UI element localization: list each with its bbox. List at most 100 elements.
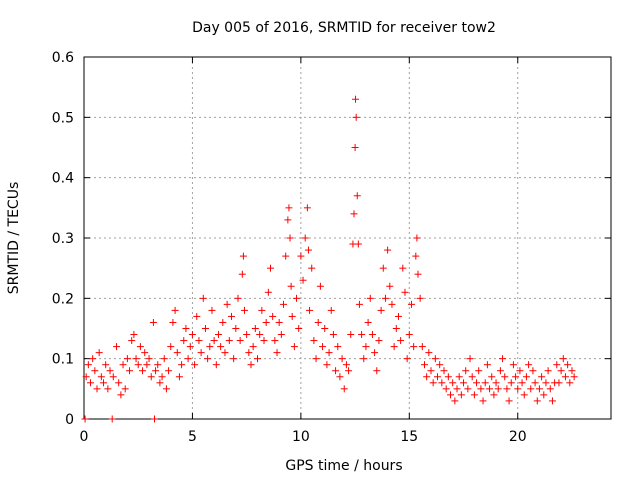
data-point: [199, 294, 207, 302]
data-point: [345, 367, 353, 375]
data-point: [310, 337, 318, 345]
data-point: [457, 391, 465, 399]
data-point: [323, 361, 331, 369]
data-point: [82, 373, 90, 381]
data-point: [392, 325, 400, 332]
data-point: [239, 252, 247, 260]
data-point: [355, 300, 363, 308]
data-point: [251, 325, 259, 332]
data-point: [121, 385, 129, 393]
data-point: [564, 361, 572, 369]
data-point: [267, 264, 275, 272]
data-point: [352, 113, 360, 121]
data-point: [149, 318, 157, 326]
data-point: [260, 337, 268, 345]
data-point: [520, 391, 528, 399]
data-point: [160, 355, 168, 363]
data-point: [496, 367, 504, 375]
data-point: [332, 367, 340, 375]
data-point: [232, 325, 240, 332]
data-point: [193, 312, 201, 320]
data-point: [304, 246, 312, 254]
data-point: [117, 391, 125, 399]
grid: [84, 57, 611, 419]
data-point: [156, 379, 164, 387]
data-point: [405, 331, 413, 339]
data-point: [410, 343, 418, 351]
data-point: [494, 385, 502, 393]
data-point: [399, 264, 407, 272]
data-point: [413, 234, 421, 242]
data-point: [87, 379, 95, 387]
data-point: [295, 325, 303, 332]
data-point: [364, 318, 372, 326]
data-point: [442, 385, 450, 393]
data-point: [186, 343, 194, 351]
data-point: [375, 337, 383, 345]
data-point: [132, 355, 140, 363]
data-point: [293, 294, 301, 302]
data-point: [449, 379, 457, 387]
data-point: [490, 391, 498, 399]
y-tick-label: 0.4: [52, 171, 74, 187]
data-point: [342, 361, 350, 369]
data-point: [401, 288, 409, 296]
data-point: [188, 331, 196, 339]
data-point: [529, 367, 537, 375]
data-point: [352, 95, 360, 103]
data-point: [334, 343, 342, 351]
data-point: [84, 361, 92, 369]
data-point: [347, 331, 355, 339]
data-point: [499, 355, 507, 363]
data-point: [423, 373, 431, 381]
data-point: [253, 355, 261, 363]
data-point: [219, 318, 227, 326]
data-point: [568, 367, 576, 375]
data-point: [479, 397, 487, 405]
data-point: [358, 331, 366, 339]
y-tick-label: 0.1: [52, 352, 74, 368]
data-point: [301, 234, 309, 242]
data-point: [100, 379, 108, 387]
data-point: [204, 355, 212, 363]
data-point: [431, 355, 439, 363]
data-point: [371, 349, 379, 357]
data-point: [427, 367, 435, 375]
data-point: [288, 312, 296, 320]
data-point: [225, 337, 233, 345]
x-tick-label: 5: [188, 429, 197, 445]
data-point: [462, 367, 470, 375]
data-point: [195, 337, 203, 345]
data-point: [455, 373, 463, 381]
data-point: [486, 385, 494, 393]
data-point: [368, 331, 376, 339]
data-point: [407, 300, 415, 308]
data-point: [366, 294, 374, 302]
data-point: [336, 373, 344, 381]
data-point: [373, 367, 381, 375]
data-points: [81, 95, 578, 423]
data-point: [223, 300, 231, 308]
data-point: [115, 379, 123, 387]
data-point: [249, 343, 257, 351]
data-point: [505, 397, 513, 405]
data-point: [314, 318, 322, 326]
data-point: [542, 379, 550, 387]
axis-ticks: [83, 56, 611, 420]
data-point: [113, 343, 121, 351]
data-point: [143, 361, 151, 369]
data-point: [516, 367, 524, 375]
data-point: [451, 397, 459, 405]
data-point: [377, 306, 385, 314]
data-point: [273, 349, 281, 357]
data-point: [167, 343, 175, 351]
data-point: [214, 331, 222, 339]
data-point: [184, 355, 192, 363]
data-point: [518, 379, 526, 387]
data-point: [570, 373, 578, 381]
data-point: [420, 361, 428, 369]
data-point: [271, 337, 279, 345]
data-point: [139, 367, 147, 375]
data-point: [269, 312, 277, 320]
